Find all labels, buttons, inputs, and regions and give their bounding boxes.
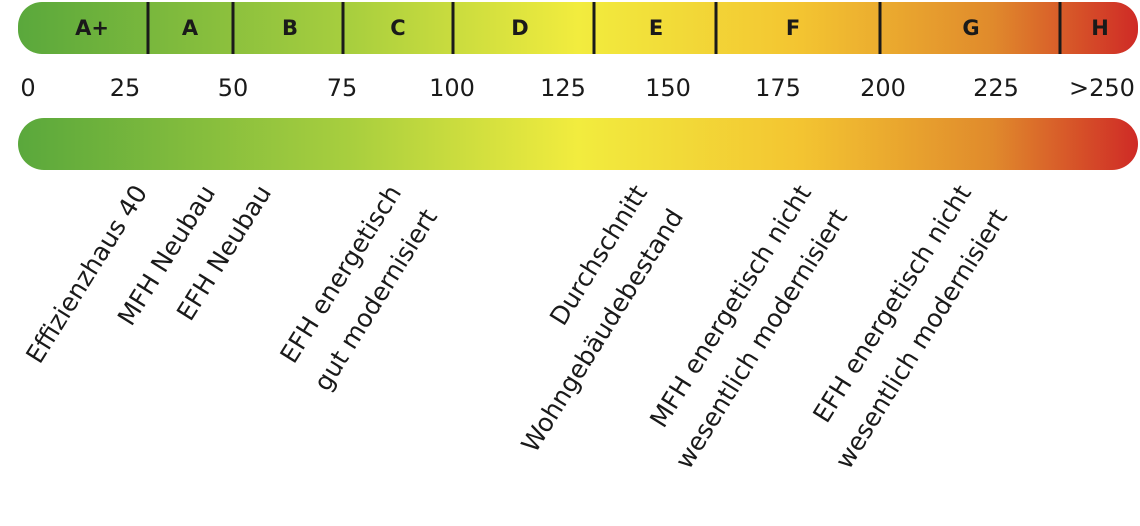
scale-label: 0 xyxy=(20,74,35,102)
scale-label: 175 xyxy=(755,74,801,102)
gradient-bar xyxy=(18,118,1138,170)
class-label: B xyxy=(282,16,298,40)
scale-label: 200 xyxy=(860,74,906,102)
scale-label: 125 xyxy=(540,74,586,102)
scale-label: 25 xyxy=(110,74,141,102)
class-label: D xyxy=(511,16,528,40)
scale-label: >250 xyxy=(1069,74,1135,102)
scale-label: 75 xyxy=(327,74,358,102)
scale-label: 50 xyxy=(218,74,249,102)
class-label: H xyxy=(1091,16,1109,40)
scale-label: 150 xyxy=(645,74,691,102)
class-label: G xyxy=(962,16,979,40)
class-bar xyxy=(18,2,1138,54)
class-label: C xyxy=(390,16,405,40)
scale-label: 225 xyxy=(973,74,1019,102)
class-label: E xyxy=(649,16,663,40)
class-label: A+ xyxy=(75,16,109,40)
class-dividers xyxy=(146,2,1062,54)
class-label: F xyxy=(786,16,800,40)
scale-label: 100 xyxy=(429,74,475,102)
building-label: Effizienzhaus 40 xyxy=(20,180,153,369)
class-label: A xyxy=(182,16,199,40)
